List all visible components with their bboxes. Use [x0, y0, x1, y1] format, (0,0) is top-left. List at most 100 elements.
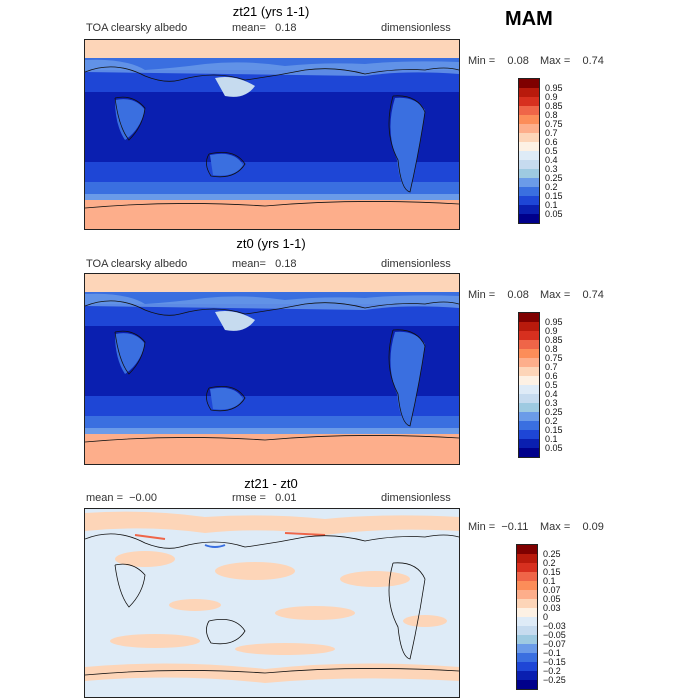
- colorbar-tick-label: 0.85: [545, 101, 563, 111]
- colorbar-tick-label: 0.3: [545, 164, 558, 174]
- colorbar-swatch: [519, 160, 539, 169]
- colorbar-tick-label: −0.03: [543, 621, 566, 631]
- colorbar-swatch: [517, 635, 537, 644]
- colorbar-swatch: [517, 563, 537, 572]
- colorbar-tick-label: 0.5: [545, 146, 558, 156]
- colorbar-swatch: [517, 590, 537, 599]
- colorbar-swatch: [519, 313, 539, 322]
- colorbar-tick-label: 0.15: [545, 425, 563, 435]
- panel1-map: [84, 39, 460, 230]
- colorbar-swatch: [519, 205, 539, 214]
- colorbar-tick-label: 0.7: [545, 128, 558, 138]
- panel2-colorbar-labels: 0.95 0.9 0.85 0.8 0.75 0.7 0.6 0.5 0.4 0.3 0.25 0.2…: [545, 318, 563, 453]
- colorbar-swatch: [519, 124, 539, 133]
- panel1-title: zt21 (yrs 1-1): [232, 4, 310, 19]
- colorbar-swatch: [517, 662, 537, 671]
- panel2-units: dimensionless: [381, 258, 451, 270]
- colorbar-swatch: [519, 376, 539, 385]
- panel2-max: Max = 0.74: [540, 289, 604, 301]
- panel1-colorbar-labels: 0.95 0.9 0.85 0.8 0.75 0.7 0.6 0.5 0.4 0.3 0.25 0.2…: [545, 84, 563, 219]
- colorbar-swatch: [519, 115, 539, 124]
- colorbar-tick-label: 0.05: [543, 594, 561, 604]
- colorbar-swatch: [519, 88, 539, 97]
- colorbar-swatch: [517, 599, 537, 608]
- season-label: MAM: [505, 8, 553, 30]
- colorbar-swatch: [519, 133, 539, 142]
- panel1-min: Min = 0.08: [468, 55, 529, 67]
- colorbar-swatch: [517, 608, 537, 617]
- colorbar-swatch: [519, 187, 539, 196]
- panel2-mean: mean= 0.18: [232, 258, 297, 270]
- colorbar-swatch: [517, 617, 537, 626]
- colorbar-swatch: [517, 644, 537, 653]
- panel3-min: Min = −0.11: [468, 521, 529, 533]
- colorbar-swatch: [519, 403, 539, 412]
- panel3-map: [84, 508, 460, 698]
- colorbar-swatch: [519, 331, 539, 340]
- colorbar-tick-label: 0.9: [545, 92, 558, 102]
- colorbar-tick-label: 0.2: [543, 558, 556, 568]
- colorbar-tick-label: −0.05: [543, 630, 566, 640]
- colorbar-swatch: [517, 653, 537, 662]
- colorbar-tick-label: −0.07: [543, 639, 566, 649]
- colorbar-swatch: [519, 169, 539, 178]
- panel3-units: dimensionless: [381, 492, 451, 504]
- colorbar-tick-label: 0.15: [545, 191, 563, 201]
- panel3-colorbar-swatches: [516, 544, 538, 690]
- panel1-mean: mean= 0.18: [232, 22, 297, 34]
- colorbar-swatch: [517, 671, 537, 680]
- colorbar-tick-label: 0.8: [545, 344, 558, 354]
- colorbar-swatch: [519, 142, 539, 151]
- colorbar-tick-label: −0.15: [543, 657, 566, 667]
- colorbar-tick-label: 0.75: [545, 353, 563, 363]
- panel3-rmse: rmse = 0.01: [232, 492, 297, 504]
- colorbar-swatch: [519, 106, 539, 115]
- panel2-min: Min = 0.08: [468, 289, 529, 301]
- colorbar-swatch: [519, 412, 539, 421]
- panel2-colorbar-swatches: [518, 312, 540, 458]
- panel3-map-svg: [85, 509, 459, 697]
- colorbar-swatch: [519, 340, 539, 349]
- colorbar-swatch: [519, 79, 539, 88]
- colorbar-tick-label: 0.9: [545, 326, 558, 336]
- colorbar-tick-label: 0.4: [545, 155, 558, 165]
- colorbar-tick-label: 0.2: [545, 182, 558, 192]
- colorbar-tick-label: 0.95: [545, 317, 563, 327]
- panel1-map-svg: [85, 40, 459, 229]
- panel3-max: Max = 0.09: [540, 521, 604, 533]
- panel2-title: zt0 (yrs 1-1): [236, 236, 306, 251]
- colorbar-swatch: [517, 554, 537, 563]
- colorbar-tick-label: −0.25: [543, 675, 566, 685]
- panel3-colorbar: [516, 544, 538, 690]
- colorbar-tick-label: 0.6: [545, 371, 558, 381]
- colorbar-tick-label: 0.1: [545, 200, 558, 210]
- colorbar-tick-label: 0.95: [545, 83, 563, 93]
- colorbar-swatch: [519, 448, 539, 457]
- colorbar-tick-label: 0.1: [543, 576, 556, 586]
- colorbar-tick-label: 0.07: [543, 585, 561, 595]
- colorbar-swatch: [517, 680, 537, 689]
- panel1-max: Max = 0.74: [540, 55, 604, 67]
- panel3-mean: mean = −0.00: [86, 492, 157, 504]
- colorbar-tick-label: 0.03: [543, 603, 561, 613]
- colorbar-tick-label: 0.25: [545, 173, 563, 183]
- colorbar-tick-label: 0.2: [545, 416, 558, 426]
- colorbar-swatch: [519, 421, 539, 430]
- colorbar-swatch: [519, 214, 539, 223]
- colorbar-swatch: [519, 349, 539, 358]
- panel1-colorbar-swatches: [518, 78, 540, 224]
- colorbar-swatch: [519, 178, 539, 187]
- colorbar-swatch: [517, 581, 537, 590]
- colorbar-tick-label: 0.5: [545, 380, 558, 390]
- panel2-variable-label: TOA clearsky albedo: [86, 258, 188, 270]
- colorbar-tick-label: −0.1: [543, 648, 561, 658]
- colorbar-swatch: [519, 430, 539, 439]
- colorbar-tick-label: −0.2: [543, 666, 561, 676]
- colorbar-tick-label: 0.7: [545, 362, 558, 372]
- colorbar-tick-label: 0.85: [545, 335, 563, 345]
- panel1-units: dimensionless: [381, 22, 451, 34]
- colorbar-swatch: [519, 97, 539, 106]
- panel1-colorbar: [518, 78, 540, 224]
- colorbar-tick-label: 0.15: [543, 567, 561, 577]
- colorbar-tick-label: 0.05: [545, 209, 563, 219]
